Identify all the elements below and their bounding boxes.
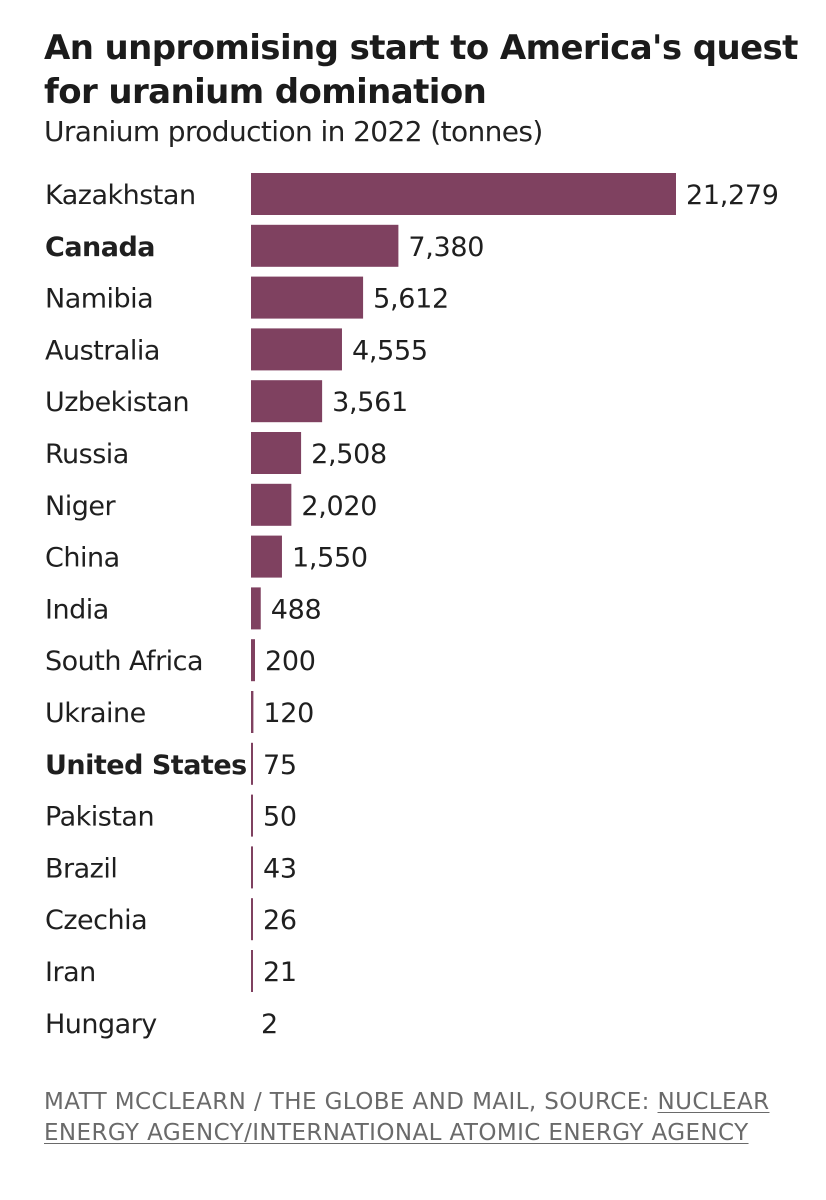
category-label-namibia: Namibia [45, 284, 153, 315]
value-label-namibia: 5,612 [373, 284, 449, 315]
bar-ukraine [251, 691, 254, 733]
value-label-ukraine: 120 [263, 698, 314, 729]
value-label-brazil: 43 [263, 853, 297, 884]
category-label-united-states: United States [45, 750, 247, 781]
value-label-china: 1,550 [292, 543, 368, 574]
bar-canada [251, 224, 399, 267]
category-label-kazakhstan: Kazakhstan [45, 180, 196, 211]
chart-subtitle: Uranium production in 2022 (tonnes) [44, 115, 543, 148]
bar-australia [251, 328, 342, 371]
value-label-iran: 21 [263, 957, 297, 988]
category-label-australia: Australia [45, 335, 160, 366]
bar-czechia [251, 898, 253, 941]
category-label-canada: Canada [45, 232, 155, 263]
bar-uzbekistan [251, 380, 323, 423]
bar-pakistan [251, 794, 253, 837]
bar-niger [251, 483, 292, 526]
category-label-czechia: Czechia [45, 905, 147, 936]
value-label-australia: 4,555 [352, 335, 428, 366]
category-label-south-africa: South Africa [45, 646, 203, 677]
category-label-iran: Iran [45, 957, 96, 988]
value-label-niger: 2,020 [301, 491, 377, 522]
bar-china [251, 535, 282, 578]
category-label-ukraine: Ukraine [45, 698, 146, 729]
category-label-india: India [45, 594, 109, 625]
category-label-brazil: Brazil [45, 853, 117, 884]
category-label-uzbekistan: Uzbekistan [45, 387, 189, 418]
bar-russia [251, 432, 302, 474]
bar-india [251, 587, 261, 630]
value-label-hungary: 2 [261, 1009, 278, 1040]
value-label-russia: 2,508 [311, 439, 387, 470]
source-link[interactable]: NUCLEAR ENERGY AGENCY/INTERNATIONAL ATOM… [44, 1089, 770, 1146]
value-label-kazakhstan: 21,279 [686, 180, 779, 211]
chart-title: An unpromising start to America's quest … [44, 28, 798, 112]
value-label-united-states: 75 [263, 750, 297, 781]
value-label-czechia: 26 [263, 905, 297, 936]
category-label-china: China [45, 543, 120, 574]
bar-kazakhstan [251, 173, 676, 215]
bar-chart: Kazakhstan 21,279 Canada 7,380 Namibia 5,612 A… [45, 173, 779, 1040]
value-label-uzbekistan: 3,561 [332, 387, 408, 418]
bar-iran [251, 950, 253, 992]
value-label-pakistan: 50 [263, 802, 297, 833]
bar-brazil [251, 846, 253, 889]
value-label-south-africa: 200 [265, 646, 316, 677]
value-label-canada: 7,380 [408, 232, 484, 263]
category-label-russia: Russia [45, 439, 129, 470]
category-label-pakistan: Pakistan [45, 802, 154, 833]
footer-credit: MATT MCCLEARN / THE GLOBE AND MAIL, SOUR… [44, 1087, 804, 1149]
credit-text: MATT MCCLEARN / THE GLOBE AND MAIL, SOUR… [44, 1089, 658, 1115]
bar-united-states [251, 742, 253, 785]
bar-namibia [251, 276, 364, 319]
bar-south-africa [251, 639, 255, 682]
value-label-india: 488 [271, 594, 322, 625]
category-label-niger: Niger [45, 491, 116, 522]
category-label-hungary: Hungary [45, 1009, 157, 1040]
